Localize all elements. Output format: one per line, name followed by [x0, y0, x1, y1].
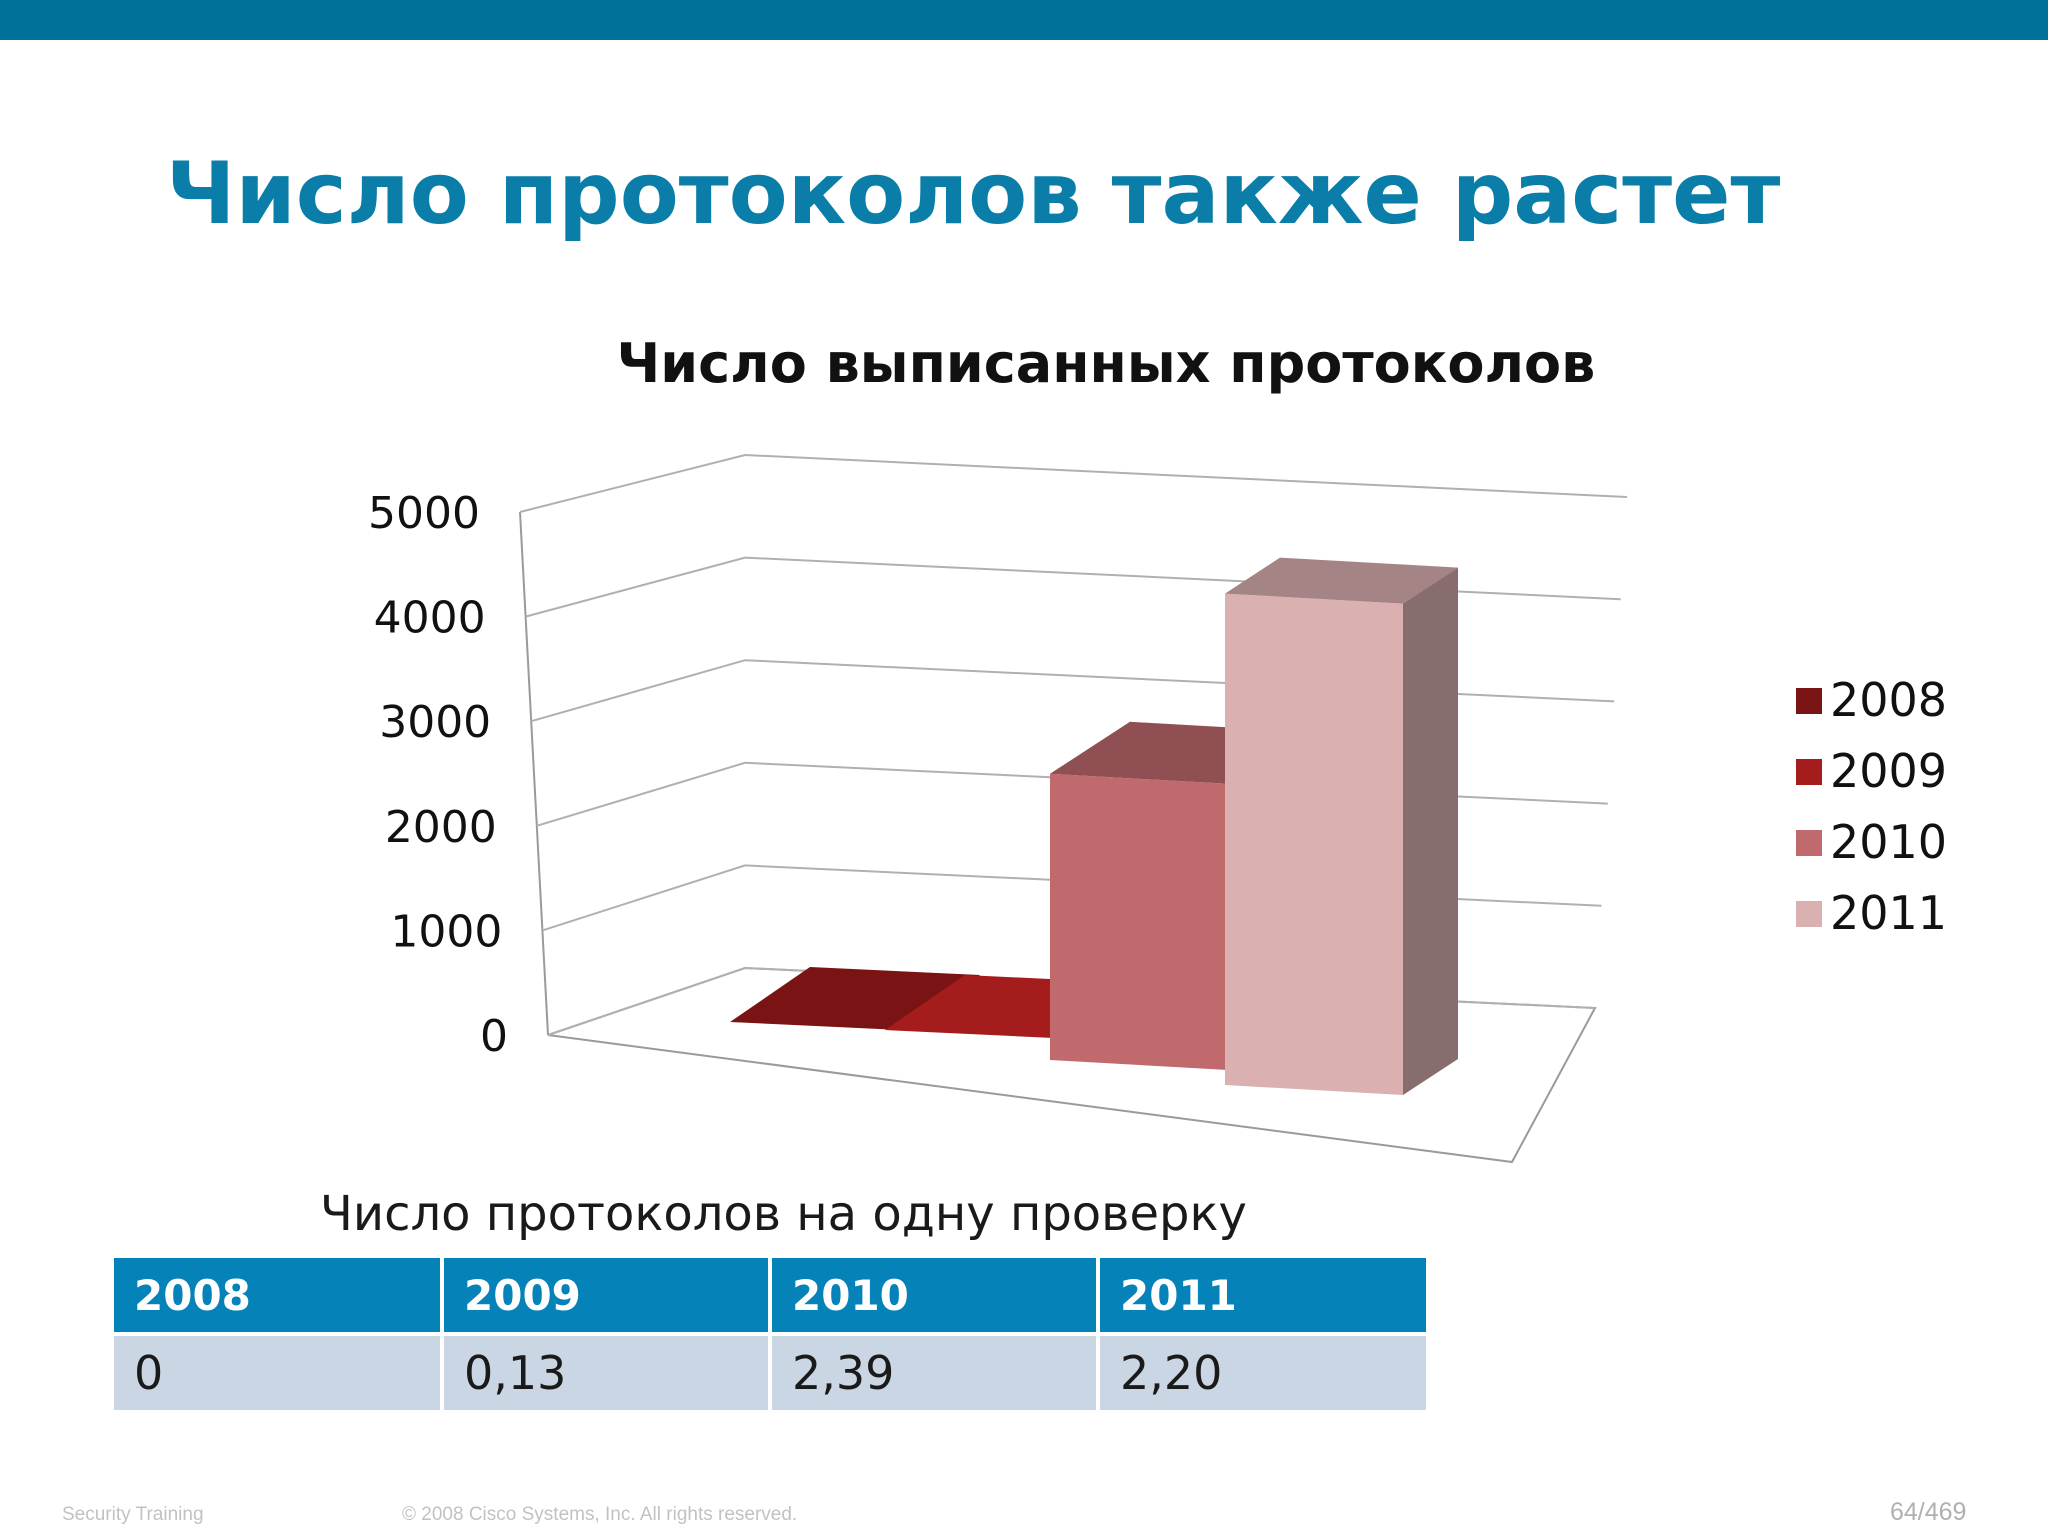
y-tick-label: 1000 — [390, 906, 502, 957]
table-cell: 2,39 — [770, 1334, 1100, 1414]
page-counter: 64/469 — [1890, 1498, 1967, 1526]
table-header-row: 2008 2009 2010 2011 — [114, 1258, 1426, 1336]
y-tick-label: 0 — [480, 1011, 508, 1062]
table-cell: 0 — [114, 1334, 444, 1414]
y-tick-label: 2000 — [385, 802, 497, 853]
legend-entry-label: 2008 — [1830, 673, 1947, 727]
bar-side-face — [1403, 567, 1458, 1095]
chart-y-axis: 0 1000 2000 3000 4000 5000 — [368, 488, 508, 1062]
table-header-cell: 2010 — [770, 1258, 1100, 1336]
legend-entry-label: 2010 — [1830, 815, 1947, 869]
legend-swatch — [1796, 830, 1822, 856]
chart-bars — [730, 557, 1458, 1095]
chart-title: Число выписанных протоколов — [617, 332, 1596, 395]
legend-entry-label: 2011 — [1830, 886, 1947, 940]
chart-legend: 2008 2009 2010 2011 — [1796, 673, 1947, 940]
legend-swatch — [1796, 759, 1822, 785]
legend-swatch — [1796, 688, 1822, 714]
legend-entry-label: 2009 — [1830, 744, 1947, 798]
top-accent-bar — [0, 0, 2048, 40]
footer-course-name: Security Training — [62, 1504, 204, 1525]
slide-title: Число протоколов также растет — [166, 144, 1781, 244]
table-header-cell: 2009 — [442, 1258, 772, 1336]
y-tick-label: 5000 — [368, 488, 480, 539]
table-row: 0 0,13 2,39 2,20 — [114, 1334, 1426, 1414]
table-cell: 2,20 — [1098, 1334, 1426, 1414]
bar-front-face — [1050, 773, 1228, 1070]
y-tick-label: 4000 — [374, 593, 486, 644]
legend-swatch — [1796, 901, 1822, 927]
table-caption: Число протоколов на одну проверку — [320, 1186, 1247, 1242]
footer-copyright: © 2008 Cisco Systems, Inc. All rights re… — [402, 1504, 798, 1525]
table-header-cell: 2008 — [114, 1258, 444, 1336]
bar-2011 — [1225, 557, 1458, 1095]
bar-top-face — [1225, 557, 1458, 604]
table-header-cell: 2011 — [1098, 1258, 1426, 1336]
y-tick-label: 3000 — [379, 697, 491, 748]
table-cell: 0,13 — [442, 1334, 772, 1414]
chart-gridline — [519, 453, 1628, 513]
chart-left-wall-edge — [519, 511, 549, 1036]
protocols-per-check-table: 2008 2009 2010 2011 0 0,13 2,39 2,20 — [114, 1258, 1426, 1414]
bar-front-face — [1225, 593, 1403, 1095]
